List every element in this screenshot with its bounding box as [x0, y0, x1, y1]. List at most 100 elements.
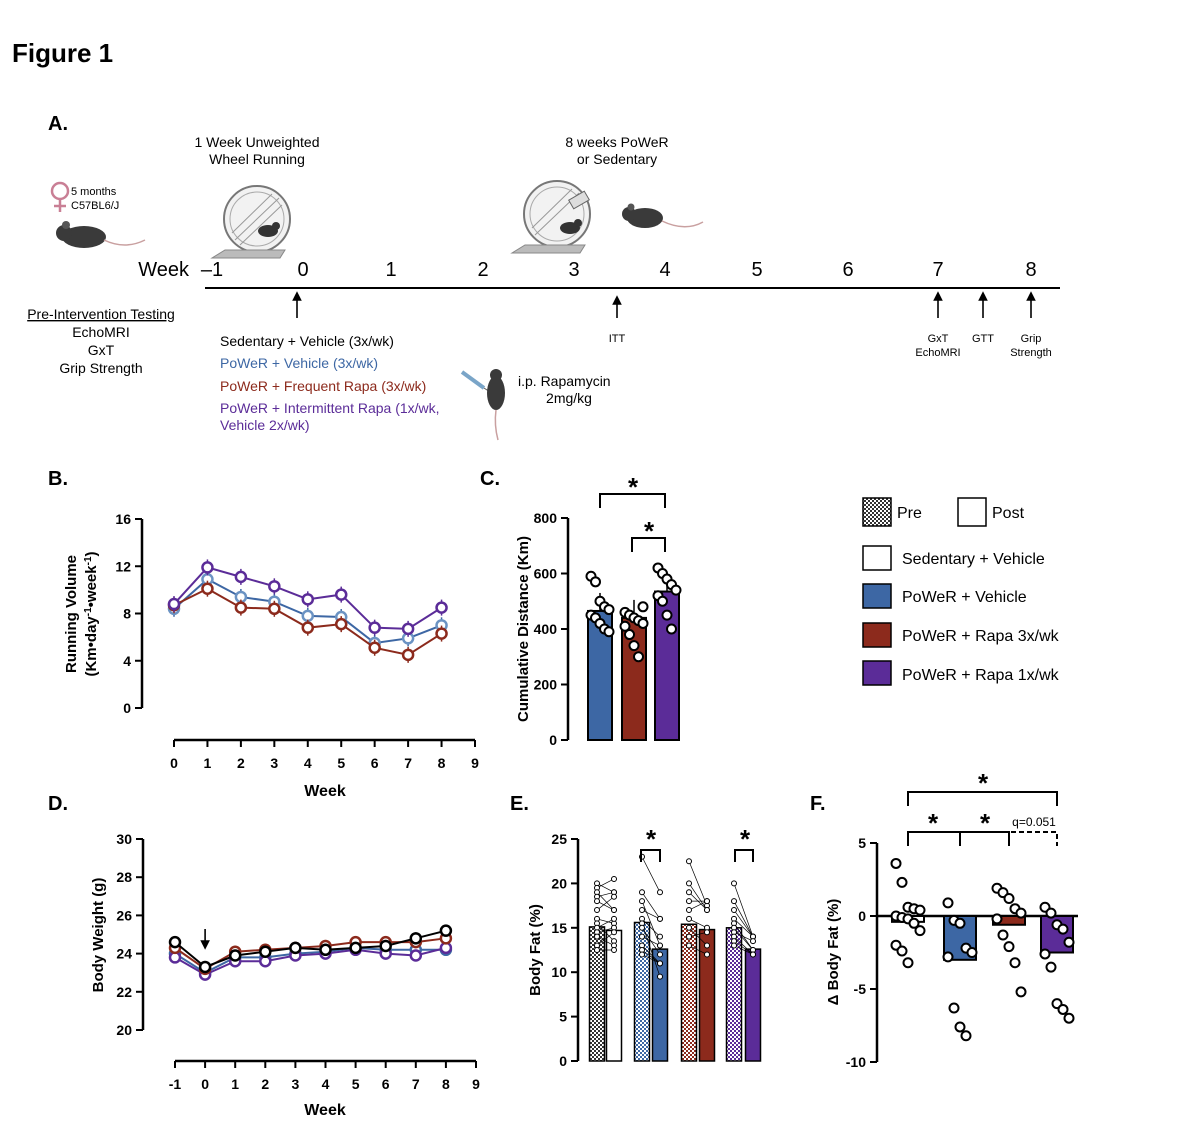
paired-line — [733, 883, 754, 937]
y-tick-label: -5 — [854, 981, 867, 997]
paired-line — [688, 931, 708, 938]
legend-sedentary-swatch — [862, 545, 892, 571]
sig-bracket — [640, 849, 661, 862]
data-point — [686, 880, 692, 887]
data-point — [368, 621, 381, 634]
ylabel-sup: -1 — [83, 556, 94, 565]
paired-line — [641, 945, 661, 964]
x-tick-label: 3 — [292, 1076, 300, 1092]
ylabel-sup: -1 — [83, 607, 94, 616]
x-tick-label: 5 — [337, 755, 345, 771]
itt-label: ITT — [609, 333, 626, 345]
data-point — [908, 917, 920, 929]
sig-bracket — [734, 849, 754, 862]
data-point — [301, 593, 315, 606]
data-point — [603, 604, 615, 616]
x-tick-label: -1 — [169, 1076, 182, 1092]
y-tick-label: -10 — [846, 1054, 866, 1070]
group-intermittent-rapa-cont: Vehicle 2x/wk) — [220, 417, 309, 433]
data-point — [1039, 948, 1051, 960]
x-tick-label: 0 — [170, 755, 178, 771]
y-tick-label: 28 — [116, 869, 132, 885]
panel-d-chart: 20 22 24 26 28 30 -1 0 1 2 3 4 5 6 7 8 9 — [116, 831, 480, 1092]
legend-rapa3x-swatch — [862, 622, 892, 648]
group-frequent-rapa: PoWeR + Frequent Rapa (3x/wk) — [220, 378, 426, 394]
y-tick-label: 800 — [534, 510, 558, 526]
y-tick-label: 22 — [116, 984, 132, 1000]
sig-bracket — [959, 831, 1010, 846]
data-point — [401, 622, 415, 636]
data-point — [1045, 907, 1057, 919]
data-point — [628, 640, 640, 652]
panel-f-chart: -10 -5 0 5 * * * q=0.051 — [846, 768, 1078, 1070]
data-point — [637, 617, 649, 629]
y-tick-label: 0 — [559, 1053, 567, 1069]
data-point — [997, 929, 1009, 941]
panel-b-ylabel-units: (Km•day-1•week-1) — [83, 551, 100, 676]
data-point — [624, 629, 635, 641]
wheel1-title-line2: Wheel Running — [209, 151, 305, 167]
data-point — [201, 561, 214, 574]
data-point — [731, 942, 737, 949]
panel-c-label: C. — [480, 468, 500, 490]
y-tick-label: 4 — [123, 653, 131, 669]
data-point — [704, 898, 710, 905]
data-point — [319, 943, 332, 957]
data-point — [639, 907, 645, 914]
data-point — [639, 898, 645, 905]
female-symbol-icon — [50, 181, 70, 212]
group-intermittent-rapa: PoWeR + Intermittent Rapa (1x/wk, — [220, 400, 440, 416]
data-point — [914, 904, 926, 916]
x-tick-label: 8 — [442, 1076, 450, 1092]
data-point — [268, 580, 281, 593]
sig-bracket — [599, 493, 666, 508]
grip-label-line2: Strength — [1010, 347, 1052, 359]
sig-label: * — [646, 824, 657, 854]
mouse-icon — [56, 221, 146, 248]
data-point — [670, 584, 682, 596]
panel-e-label: E. — [510, 793, 529, 815]
data-point — [896, 945, 908, 957]
paired-line — [733, 931, 754, 942]
paired-line — [688, 861, 708, 906]
data-point — [750, 951, 756, 958]
paired-line — [688, 900, 708, 911]
data-point — [704, 942, 710, 949]
data-point — [942, 951, 954, 963]
panel-a: A. 1 Week Unweighted Wheel Running 8 wee… — [27, 113, 1060, 441]
wheel2-title-line1: 8 weeks PoWeR — [565, 134, 668, 150]
x-tick-label: 4 — [304, 755, 312, 771]
data-point — [234, 601, 248, 614]
data-point — [657, 933, 663, 940]
y-tick-label: 20 — [551, 875, 567, 891]
x-tick-label: 3 — [270, 755, 278, 771]
paired-line — [733, 918, 754, 937]
data-point — [1063, 1012, 1075, 1024]
data-point — [731, 898, 737, 905]
data-point — [639, 933, 645, 940]
data-point — [902, 957, 914, 969]
x-tick-label: 4 — [322, 1076, 330, 1092]
x-tick-label: 2 — [237, 755, 245, 771]
data-point — [686, 858, 692, 865]
running-wheel-icon — [210, 185, 291, 259]
data-point — [890, 857, 902, 869]
paired-line — [641, 936, 661, 946]
sig-label: * — [928, 808, 939, 838]
data-point — [661, 609, 673, 621]
panel-d-ylabel: Body Weight (g) — [90, 878, 107, 993]
data-point — [942, 897, 954, 909]
paired-line — [733, 936, 754, 955]
data-point — [686, 933, 692, 940]
rapamycin-dose: 2mg/kg — [546, 390, 592, 406]
data-point — [334, 617, 348, 631]
panel-e-chart: 0 5 10 15 20 25 * * — [551, 824, 762, 1069]
paired-line — [641, 918, 661, 937]
paired-line — [641, 892, 661, 920]
data-point — [657, 973, 663, 980]
timeline-week-label: 4 — [659, 259, 670, 281]
data-point — [657, 889, 663, 896]
timeline-week-label: –1 — [201, 259, 223, 281]
panel-b-ylabel: Running Volume — [63, 555, 80, 673]
